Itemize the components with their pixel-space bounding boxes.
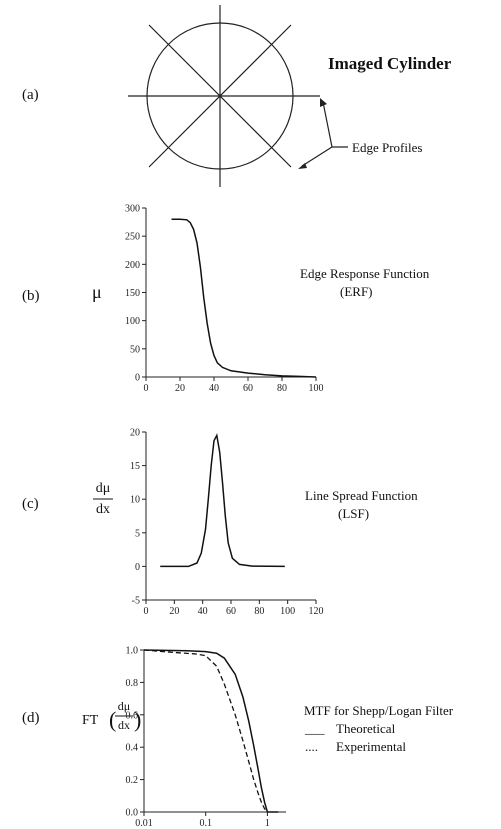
panel-b-plot: 0 50 100 150 200 250 300 0 20 40 60 80 100	[125, 204, 324, 395]
panel-c-x-tick-label: 120	[309, 606, 324, 617]
panel-b-x-tick-label: 40	[209, 383, 219, 394]
panel-c-x-tick-label: 40	[198, 606, 208, 617]
panel-d-plot: 0.0 0.2 0.4 0.6 0.8 1.0 0.01 0.1 1	[126, 646, 286, 829]
panel-c-y-tick-label: 0	[135, 562, 140, 573]
panel-b-series-curve	[171, 218, 317, 378]
panel-d-annotation-title: MTF for Shepp/Logan Filter	[304, 703, 454, 718]
panel-c-annotation-line-2: (LSF)	[338, 506, 369, 521]
panel-c-x-tick-label: 20	[169, 606, 179, 617]
panel-d-x-tick-label: 1	[265, 818, 270, 829]
panel-d-ylabel-numerator: dμ	[118, 699, 130, 713]
edge-profiles-label: Edge Profiles	[352, 140, 422, 155]
panel-b-y-tick-label: 300	[125, 204, 140, 215]
panel-d-x-tick-label: 0.01	[135, 818, 153, 829]
panel-c-y-tick-label: 15	[130, 461, 140, 472]
panel-a: (a) Imaged Cylinder Edge Profiles	[22, 5, 452, 187]
legend-theoretical-mark: ___	[304, 721, 325, 736]
panel-a-label: (a)	[22, 87, 39, 103]
panel-c-ylabel-denominator: dx	[96, 502, 110, 517]
panel-b-annotation-line-2: (ERF)	[340, 284, 373, 299]
panel-c-y-tick-label: 10	[130, 495, 140, 506]
panel-d-y-tick-label: 0.6	[126, 710, 139, 721]
panel-d-y-tick-label: 1.0	[126, 646, 139, 657]
panel-c-y-tick-label: 20	[130, 428, 140, 439]
legend-experimental-mark: ....	[305, 739, 318, 754]
panel-b-label: (b)	[22, 288, 40, 304]
panel-b-y-tick-label: 100	[125, 316, 140, 327]
legend-experimental-label: Experimental	[336, 739, 406, 754]
panel-d-x-tick-label: 0.1	[199, 818, 212, 829]
panel-b: (b) μ Edge Response Function (ERF) 0 50 10…	[22, 204, 430, 395]
panel-c-x-tick-label: 60	[226, 606, 236, 617]
panel-d-ylabel-denominator: dx	[118, 718, 130, 732]
panel-b-x-tick-label: 0	[144, 383, 149, 394]
panel-d-ylabel-prefix: FT	[82, 713, 99, 728]
legend-theoretical-label: Theoretical	[336, 721, 396, 736]
panel-d-y-tick-label: 0.2	[126, 775, 139, 786]
panel-c-x-tick-label: 80	[254, 606, 264, 617]
panel-a-title: Imaged Cylinder	[328, 54, 452, 73]
panel-c-series-curve	[160, 433, 285, 568]
panel-b-x-tick-label: 80	[277, 383, 287, 394]
panel-d-label: (d)	[22, 710, 40, 726]
panel-d-y-tick-label: 0.0	[126, 808, 139, 819]
panel-c-x-tick-label: 100	[280, 606, 295, 617]
panel-c: (c) dμ dx Line Spread Function (LSF) -5 0…	[22, 428, 418, 618]
panel-d-ylabel-close-paren: )	[134, 707, 141, 732]
panel-c-label: (c)	[22, 496, 39, 512]
edge-profile-pointer-upper	[322, 101, 348, 148]
panel-b-y-tick-label: 250	[125, 232, 140, 243]
panel-c-plot: -5 0 5 10 15 20 0 20 40 60 80 100 120	[130, 428, 324, 618]
panel-b-ylabel: μ	[92, 282, 102, 302]
panel-b-x-tick-label: 60	[243, 383, 253, 394]
panel-b-y-tick-label: 200	[125, 260, 140, 271]
panel-d-experimental-curve	[143, 649, 268, 813]
edge-profile-arrowhead-lower	[298, 163, 307, 169]
panel-c-x-tick-label: 0	[144, 606, 149, 617]
panel-b-y-tick-label: 0	[135, 373, 140, 384]
panel-b-x-tick-label: 100	[309, 383, 324, 394]
panel-d: (d) FT ( dμ dx ) MTF for Shepp/Logan Fil…	[22, 646, 454, 829]
panel-d-theoretical-curve	[143, 649, 279, 813]
cylinder-diagonal-line-2	[148, 24, 292, 168]
edge-profile-pointer-lower	[301, 146, 333, 167]
panel-b-x-tick-label: 20	[175, 383, 185, 394]
panel-b-y-tick-label: 50	[130, 344, 140, 355]
panel-c-ylabel-numerator: dμ	[96, 481, 111, 496]
panel-b-annotation-line-1: Edge Response Function	[300, 266, 430, 281]
panel-c-y-tick-label: -5	[132, 596, 140, 607]
panel-d-y-tick-label: 0.8	[126, 678, 139, 689]
panel-b-y-tick-label: 150	[125, 288, 140, 299]
panel-d-ylabel-open-paren: (	[109, 707, 116, 732]
panel-d-y-tick-label: 0.4	[126, 743, 139, 754]
panel-c-annotation-line-1: Line Spread Function	[305, 488, 418, 503]
edge-profile-arrowhead-upper	[320, 98, 327, 107]
panel-c-y-tick-label: 5	[135, 528, 140, 539]
